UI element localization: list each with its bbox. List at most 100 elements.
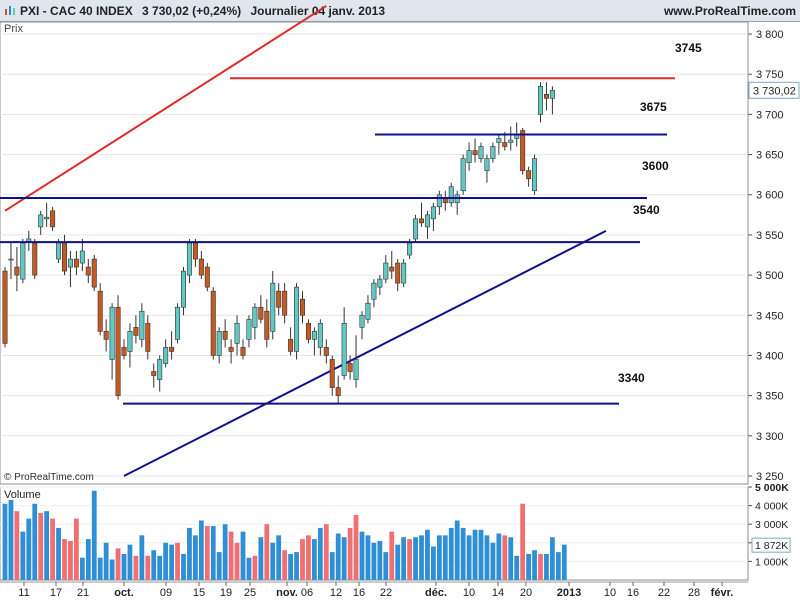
candle [50,206,56,231]
candle-body [288,339,294,352]
candle-body [2,270,8,344]
price-tick-label: 3 700 [756,109,784,121]
candle [508,126,514,151]
volume-bar [216,552,222,580]
candle-body [341,323,347,376]
volume-bar [32,503,38,580]
candle [97,283,103,336]
volume-bar [252,555,258,580]
volume-bar [97,557,103,580]
candle [424,210,430,239]
volume-bar [496,533,502,580]
x-tick-label: déc. [425,587,447,599]
candle [276,283,282,316]
volume-bar [79,557,85,580]
volume-bar [413,537,418,580]
candle [32,238,38,280]
candle-body [270,282,276,332]
candle [246,315,252,348]
candle-body [169,347,175,352]
current-price-label: 3 730,02 [753,85,796,97]
chart-type-icon[interactable] [4,4,16,16]
candle-body [50,210,56,228]
volume-bar [395,544,401,580]
volume-tick-label: 3 000K [755,519,788,531]
volume-bar [133,555,139,580]
candle-body [234,323,240,344]
candle [85,259,91,284]
candle [79,238,85,272]
volume-bar [234,542,240,580]
volume-bar [50,518,55,580]
candle-body [56,242,62,260]
volume-bar [246,557,252,580]
candle [61,234,67,276]
volume-bar [74,518,79,580]
volume-bar [300,539,305,580]
volume-bar [145,555,151,580]
candle [139,303,145,348]
price-tick-label: 3 300 [756,431,784,443]
site-link[interactable]: www.ProRealTime.com [663,4,796,18]
volume-bar [91,490,97,580]
candle [430,202,436,231]
candle-body [430,206,436,220]
volume-bar [198,520,204,580]
candle [418,202,424,227]
candle-body [353,359,359,380]
x-tick-label: nov. [276,587,298,599]
volume-bar [288,553,293,580]
volume-bar [127,544,133,580]
candle [115,295,121,400]
volume-bar [538,553,543,580]
x-tick-label: 2013 [557,587,581,599]
candle-body [532,158,538,192]
volume-bar [44,511,50,580]
volume-tick-label: 5 000K [755,482,789,494]
resistance-trendline [4,5,327,212]
volume-bar [2,503,8,580]
candle-body [294,286,300,352]
candle-body [448,186,454,204]
candle-body [395,262,401,284]
candle [526,166,532,187]
candle [413,214,419,243]
candle-body [133,327,139,336]
candle [234,315,240,356]
candle-body [276,290,282,308]
volume-bar [115,548,121,580]
candle-body [85,266,91,276]
candle [288,327,294,356]
candle [472,138,478,163]
candle-body [365,302,371,320]
instrument-name: PXI - CAC 40 INDEX [20,4,133,18]
price-panel-label: Prix [4,23,23,35]
candle [210,287,216,360]
level-label-3745: 3745 [675,41,702,55]
candle [460,154,466,195]
volume-tick-label: 1 000K [755,556,788,568]
candle-body [139,310,145,340]
volume-bar [306,535,311,580]
x-tick-label: 10 [604,587,616,599]
candle-body [109,306,115,360]
candle-body [413,218,419,240]
candle-body [210,290,216,356]
x-tick-label: 16 [627,587,639,599]
candle [228,339,234,364]
x-tick-label: 09 [160,587,172,599]
candle-body [61,242,67,272]
x-tick-label: 12 [330,587,342,599]
candle [216,327,222,364]
candle-body [121,347,127,356]
volume-bar [341,537,347,580]
candle [157,355,163,392]
price-panel-frame [0,21,749,485]
candle-body [228,347,234,352]
candle-body [335,387,341,396]
candle-body [26,238,32,242]
volume-bar [544,553,549,580]
volume-bar [389,531,395,580]
candle [258,295,264,324]
